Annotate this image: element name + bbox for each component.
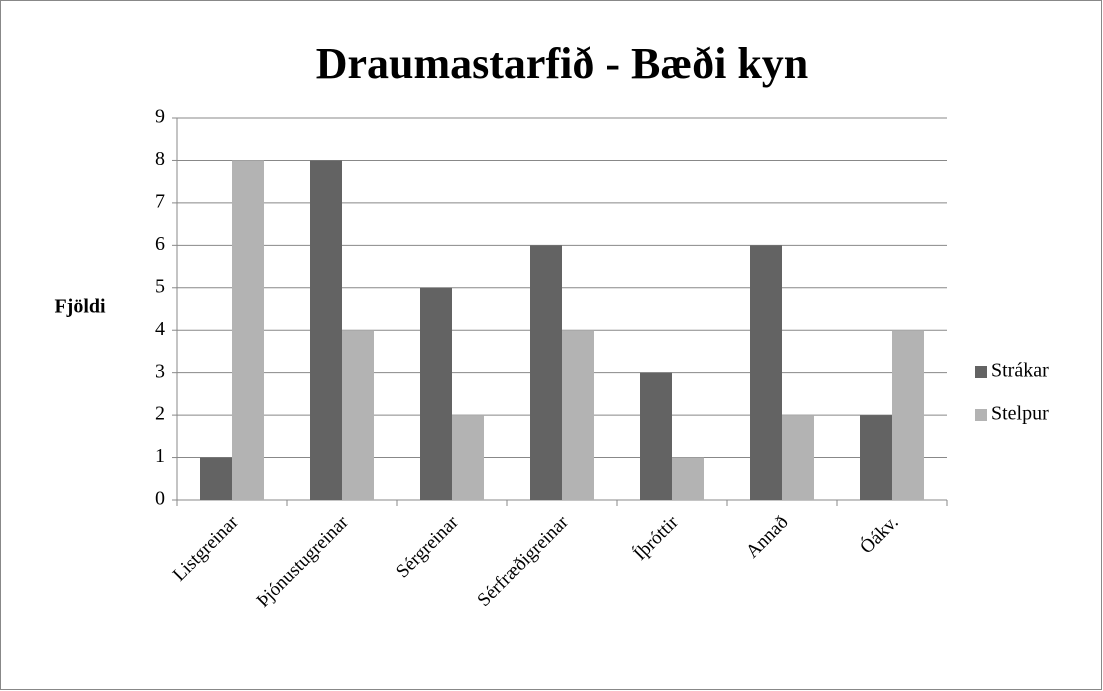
bar bbox=[640, 372, 672, 500]
bar bbox=[342, 330, 374, 500]
y-tick-label: 8 bbox=[155, 148, 165, 170]
y-tick-label: 0 bbox=[155, 488, 165, 510]
bar bbox=[750, 245, 782, 500]
bar bbox=[860, 415, 892, 500]
bar bbox=[782, 415, 814, 500]
y-tick-label: 3 bbox=[155, 360, 165, 382]
y-tick-label: 5 bbox=[155, 275, 165, 297]
legend-label: Stelpur bbox=[991, 403, 1049, 425]
y-tick-label: 9 bbox=[155, 106, 165, 128]
bar bbox=[232, 160, 264, 500]
legend-swatch bbox=[975, 366, 987, 378]
y-tick-label: 2 bbox=[155, 403, 165, 425]
y-tick-label: 1 bbox=[155, 445, 165, 467]
y-tick-label: 4 bbox=[155, 318, 165, 340]
bar bbox=[200, 457, 232, 500]
bar bbox=[562, 330, 594, 500]
bar bbox=[452, 415, 484, 500]
y-tick-label: 7 bbox=[155, 190, 165, 212]
chart-title: Draumastarfið - Bæði kyn bbox=[316, 39, 809, 88]
legend-swatch bbox=[975, 409, 987, 421]
legend-label: Strákar bbox=[991, 360, 1049, 382]
bar bbox=[892, 330, 924, 500]
y-axis-label: Fjöldi bbox=[54, 296, 106, 318]
bar bbox=[420, 287, 452, 500]
bar bbox=[530, 245, 562, 500]
bar bbox=[310, 160, 342, 500]
bar bbox=[672, 457, 704, 500]
y-tick-label: 6 bbox=[155, 233, 165, 255]
